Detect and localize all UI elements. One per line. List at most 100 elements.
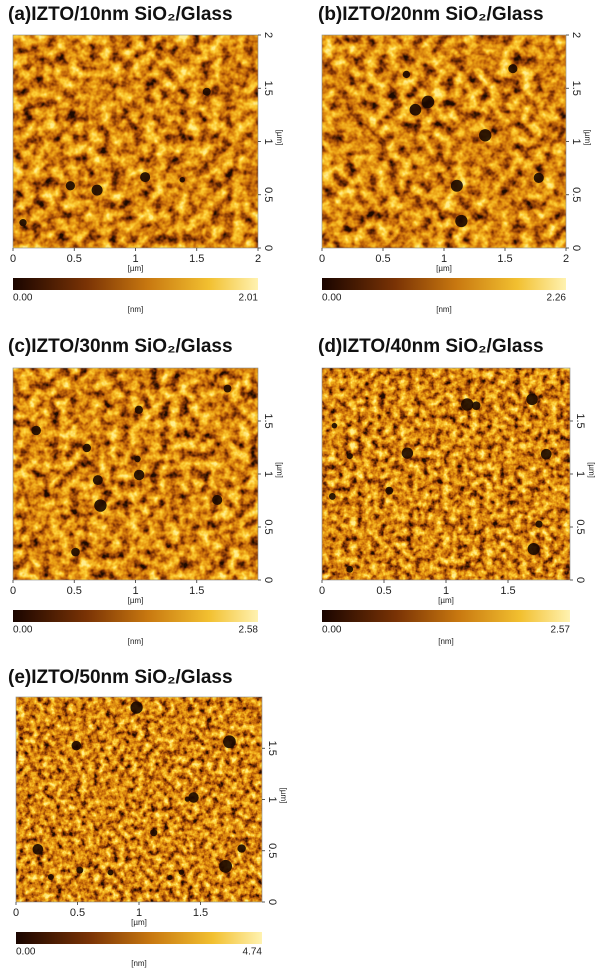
y-tick-label: 0.5 xyxy=(570,187,582,202)
colorbar-max: 2.26 xyxy=(547,293,567,304)
surface-pit xyxy=(150,829,158,837)
surface-pit xyxy=(188,792,199,803)
surface-pit xyxy=(212,494,223,505)
surface-pit xyxy=(401,447,414,459)
colorbar xyxy=(322,278,566,290)
x-unit: [µm] xyxy=(128,596,144,605)
afm-image xyxy=(322,35,566,248)
surface-pit xyxy=(385,486,394,495)
surface-pit xyxy=(471,401,481,411)
x-tick-label: 1 xyxy=(443,585,449,597)
x-tick-label: 0.5 xyxy=(67,253,82,265)
x-tick-label: 0.5 xyxy=(70,907,85,919)
x-tick-label: 1.5 xyxy=(189,253,204,265)
colorbar-min: 0.00 xyxy=(13,293,33,304)
x-tick-label: 0 xyxy=(13,907,19,919)
surface-pit xyxy=(223,384,232,393)
colorbar xyxy=(13,610,258,622)
surface-pit xyxy=(76,866,84,874)
y-tick-label: 1.5 xyxy=(574,413,586,428)
x-tick-label: 0 xyxy=(10,585,16,597)
x-tick-label: 1 xyxy=(136,907,142,919)
surface-pit xyxy=(130,701,143,714)
surface-pit xyxy=(71,740,82,751)
surface-pit xyxy=(479,129,492,142)
surface-pit xyxy=(535,520,543,528)
surface-pit xyxy=(455,214,468,228)
y-tick-label: 0 xyxy=(262,245,274,251)
afm-image xyxy=(13,35,258,248)
y-tick-label: 1.5 xyxy=(570,81,582,96)
x-tick-label: 1.5 xyxy=(189,585,204,597)
surface-pit xyxy=(219,859,233,873)
surface-pit xyxy=(31,425,41,436)
surface-pit xyxy=(450,179,463,192)
y-tick-label: 1 xyxy=(570,138,582,144)
surface-pit xyxy=(47,873,54,881)
y-tick-label: 1.5 xyxy=(266,741,278,756)
x-tick-label: 2 xyxy=(255,253,261,265)
y-tick-label: 1 xyxy=(262,471,274,477)
x-unit: [µm] xyxy=(436,264,452,273)
colorbar-unit: [nm] xyxy=(131,959,147,968)
colorbar-max: 2.58 xyxy=(239,625,259,636)
y-unit: [µm] xyxy=(275,130,284,146)
x-tick-label: 0.5 xyxy=(375,253,390,265)
y-tick-label: 1.5 xyxy=(262,81,274,96)
y-tick-label: 0.5 xyxy=(266,843,278,858)
surface-pit xyxy=(508,64,518,74)
x-tick-label: 0 xyxy=(319,585,325,597)
colorbar-min: 0.00 xyxy=(322,625,342,636)
surface-pit xyxy=(134,405,143,414)
y-tick-label: 2 xyxy=(570,32,582,38)
y-tick-label: 1 xyxy=(262,138,274,144)
colorbar-min: 0.00 xyxy=(322,293,342,304)
surface-pit xyxy=(32,844,44,855)
y-tick-label: 0.5 xyxy=(262,519,274,534)
colorbar-max: 2.57 xyxy=(551,625,571,636)
surface-pit xyxy=(402,70,411,79)
panel-title: (e)IZTO/50nm SiO₂/Glass xyxy=(8,667,233,688)
surface-pit xyxy=(202,87,211,96)
x-unit: [µm] xyxy=(438,596,454,605)
x-tick-label: 1.5 xyxy=(500,585,515,597)
surface-pit xyxy=(140,172,151,183)
x-tick-label: 1 xyxy=(441,253,447,265)
surface-pit xyxy=(178,869,185,875)
y-unit: [µm] xyxy=(587,462,596,478)
y-tick-label: 2 xyxy=(262,32,274,38)
x-tick-label: 0 xyxy=(10,253,16,265)
surface-pit xyxy=(331,422,338,429)
colorbar-min: 0.00 xyxy=(16,947,36,958)
surface-pit xyxy=(527,542,540,556)
y-unit: [µm] xyxy=(275,462,284,478)
surface-pit xyxy=(460,398,474,411)
colorbar-unit: [nm] xyxy=(128,305,144,314)
x-unit: [µm] xyxy=(128,264,144,273)
surface-pit xyxy=(346,452,353,460)
x-tick-label: 2 xyxy=(563,253,569,265)
surface-pit xyxy=(167,875,173,881)
surface-pit xyxy=(223,735,236,749)
colorbar-unit: [nm] xyxy=(436,305,452,314)
x-unit: [µm] xyxy=(131,918,147,927)
surface-pit xyxy=(65,181,76,191)
colorbar-max: 4.74 xyxy=(243,947,263,958)
x-tick-label: 1.5 xyxy=(497,253,512,265)
surface-pit xyxy=(179,177,185,183)
surface-pit xyxy=(237,844,246,853)
x-tick-label: 0.5 xyxy=(67,585,82,597)
colorbar xyxy=(322,610,570,622)
x-tick-label: 1 xyxy=(132,253,138,265)
colorbar xyxy=(13,278,258,290)
y-tick-label: 1.5 xyxy=(262,413,274,428)
y-tick-label: 0.5 xyxy=(574,519,586,534)
surface-pit xyxy=(328,493,336,500)
surface-pit xyxy=(540,448,552,460)
surface-pit xyxy=(91,184,103,196)
colorbar xyxy=(16,932,262,944)
x-tick-label: 0 xyxy=(319,253,325,265)
panel-title: (b)IZTO/20nm SiO₂/Glass xyxy=(318,4,544,25)
y-tick-label: 0 xyxy=(570,245,582,251)
y-tick-label: 0 xyxy=(574,577,586,583)
